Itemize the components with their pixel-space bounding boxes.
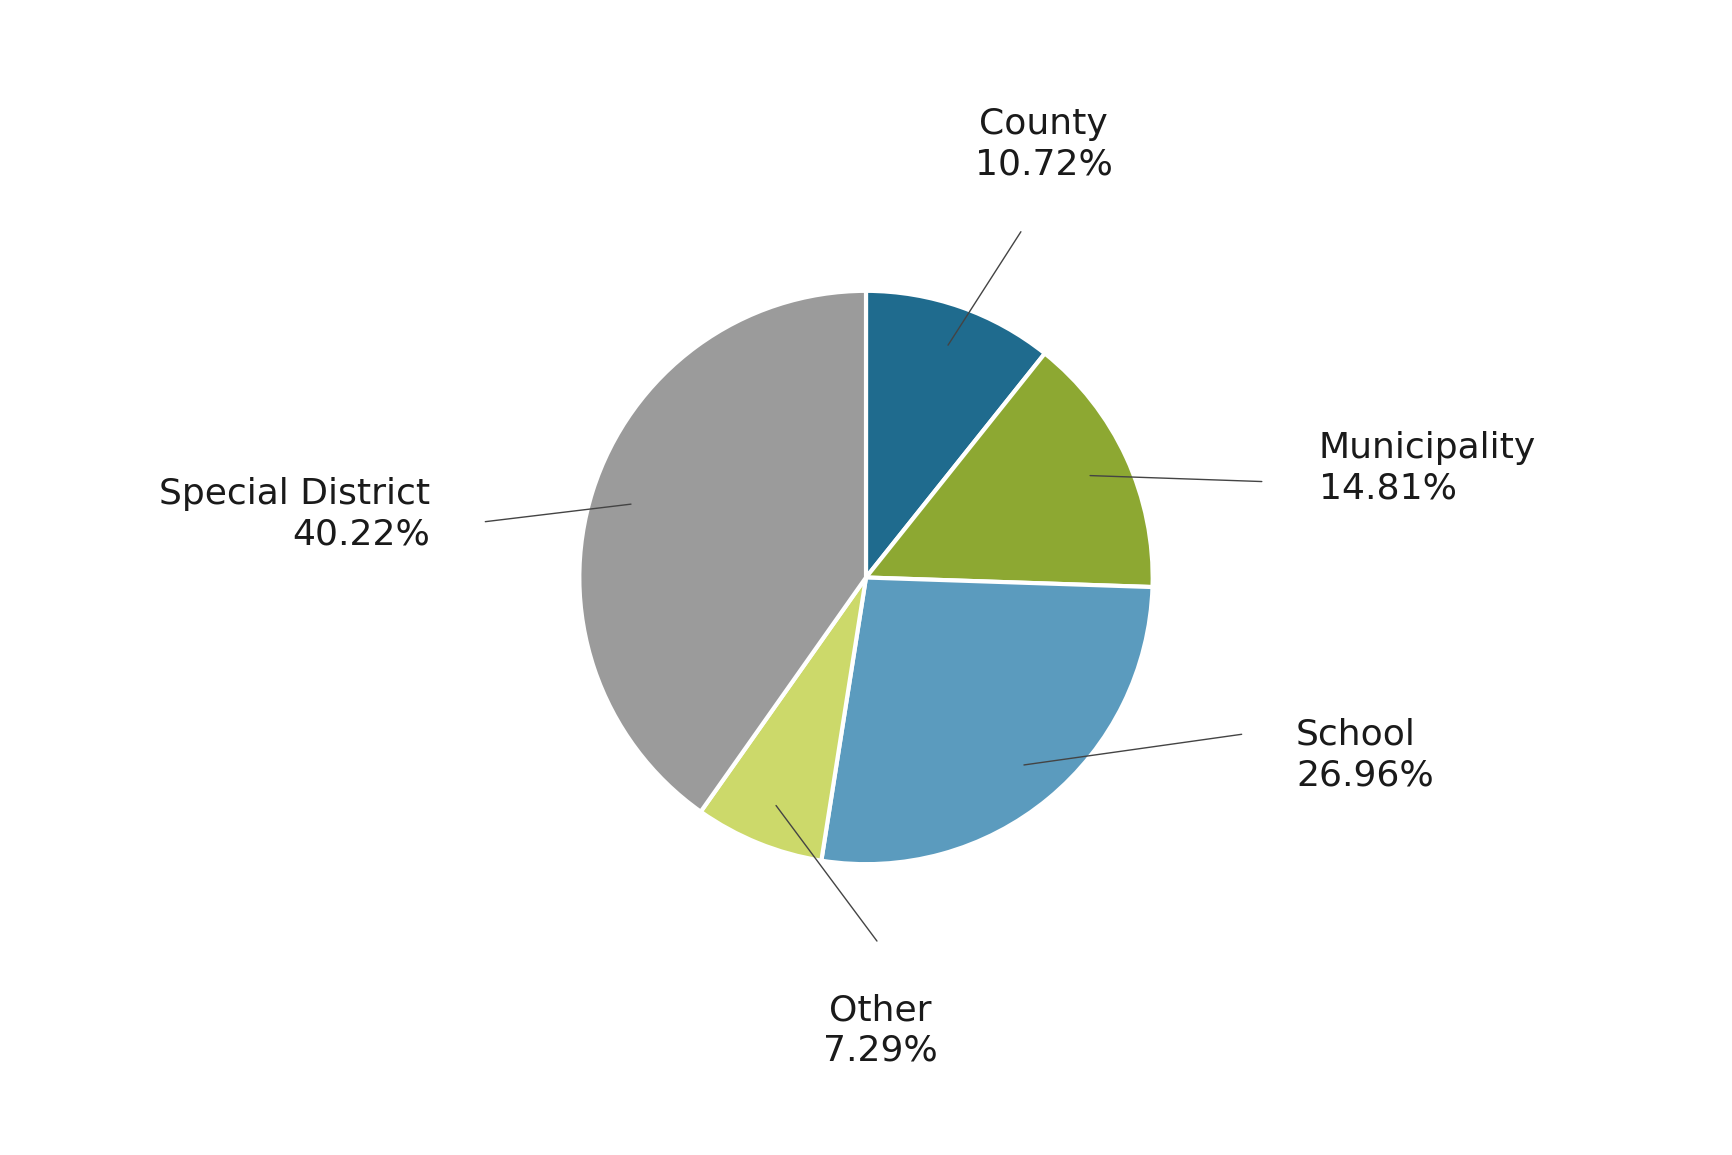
Text: Municipality
14.81%: Municipality 14.81% bbox=[1320, 431, 1536, 506]
Wedge shape bbox=[578, 291, 866, 812]
Wedge shape bbox=[866, 291, 1044, 578]
Wedge shape bbox=[866, 353, 1154, 587]
Text: School
26.96%: School 26.96% bbox=[1296, 718, 1434, 792]
Text: County
10.72%: County 10.72% bbox=[975, 107, 1112, 181]
Wedge shape bbox=[821, 578, 1152, 864]
Text: Special District
40.22%: Special District 40.22% bbox=[159, 477, 430, 552]
Wedge shape bbox=[701, 578, 866, 860]
Text: Other
7.29%: Other 7.29% bbox=[823, 993, 937, 1068]
